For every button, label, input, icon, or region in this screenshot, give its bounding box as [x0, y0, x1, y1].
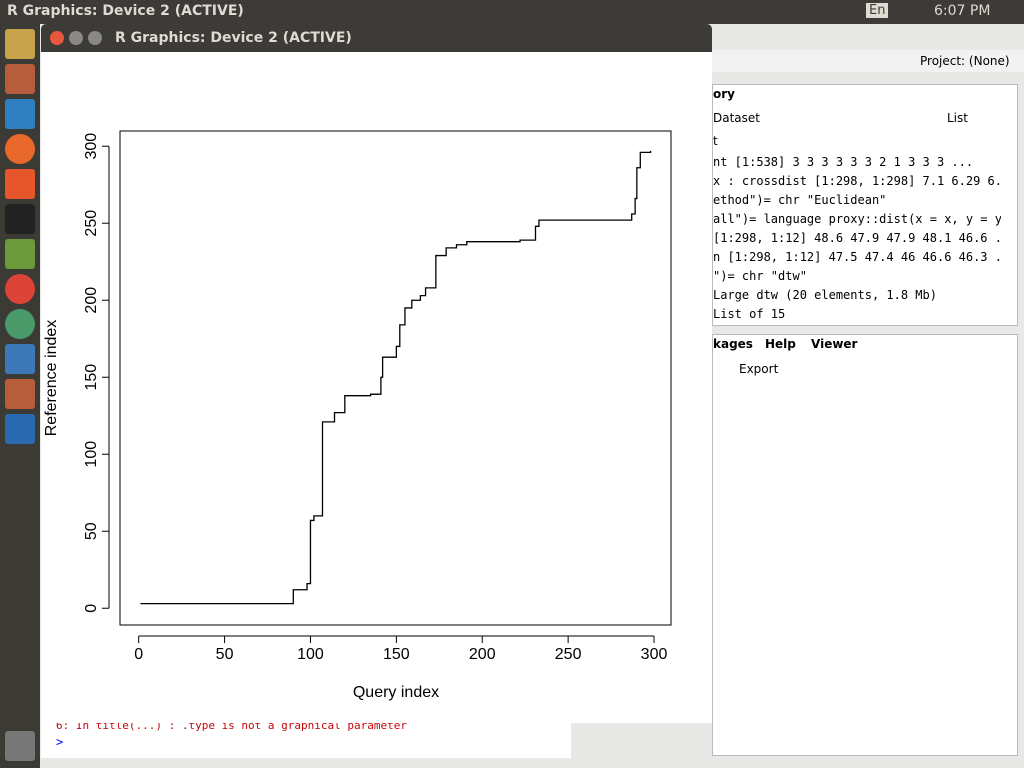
warping-path [140, 150, 652, 605]
launcher-icon[interactable] [5, 239, 35, 269]
launcher-icon[interactable] [5, 274, 35, 304]
plot-box [119, 130, 672, 626]
tab[interactable]: ory [713, 87, 735, 101]
launcher-icon[interactable] [5, 204, 35, 234]
window-title: R Graphics: Device 2 (ACTIVE) [115, 30, 352, 46]
launcher-icon[interactable] [5, 414, 35, 444]
launcher-icon[interactable] [5, 309, 35, 339]
x-tick-label: 100 [297, 646, 324, 663]
launcher-icon[interactable] [5, 379, 35, 409]
maximize-button[interactable] [88, 31, 102, 45]
y-tick-label: 0 [83, 604, 100, 613]
env-line: Large dtw (20 elements, 1.8 Mb) [713, 288, 937, 302]
x-tick-label: 150 [383, 646, 410, 663]
console: 6: In title(...) : .type is not a graphi… [41, 716, 571, 758]
window-titlebar: R Graphics: Device 2 (ACTIVE) [41, 24, 712, 52]
env-line: all")= language proxy::dist(x = x, y = y… [713, 212, 1001, 226]
env-pane: ory Dataset List t nt [1:538] 3 3 3 3 3 … [712, 84, 1018, 326]
tab[interactable]: Help [765, 337, 796, 351]
env-line: ")= chr "dtw" [713, 269, 807, 283]
trash-icon[interactable] [5, 731, 35, 761]
plot: Query index Reference index 0 50 100 150 200… [41, 52, 712, 723]
y-tick-label: 50 [83, 522, 100, 540]
x-tick-label: 50 [216, 646, 234, 663]
launcher-icon[interactable] [5, 64, 35, 94]
tab[interactable]: Viewer [811, 337, 858, 351]
x-axis-label: Query index [353, 684, 439, 701]
dataset[interactable]: Dataset [713, 111, 760, 125]
scope[interactable]: t [713, 134, 718, 148]
env-list: nt [1:538] 3 3 3 3 3 3 2 1 3 3 3 ... x : … [713, 153, 1001, 324]
y-tick-label: 300 [83, 133, 100, 160]
launcher-icon[interactable] [5, 169, 35, 199]
top-title: R Graphics: Device 2 (ACTIVE) [7, 3, 244, 19]
y-tick-label: 150 [83, 364, 100, 391]
env-line: [1:298, 1:12] 48.6 47.9 47.9 48.1 46.6 .… [713, 231, 1001, 245]
close-button[interactable] [50, 31, 64, 45]
launcher-icon[interactable] [5, 29, 35, 59]
y-axis-label: Reference index [43, 320, 60, 437]
x-tick-label: 250 [555, 646, 582, 663]
console-prompt[interactable]: > [56, 735, 64, 749]
env-line: List of 15 [713, 307, 786, 321]
tab[interactable]: kages [713, 337, 753, 351]
env-line: nt [1:538] 3 3 3 3 3 3 2 1 3 3 3 ... [713, 155, 974, 169]
list[interactable]: List [947, 111, 968, 125]
x-tick-label: 0 [134, 646, 143, 663]
launcher-icon[interactable] [5, 344, 35, 374]
export[interactable]: Export [739, 362, 779, 376]
minimize-button[interactable] [69, 31, 83, 45]
project[interactable]: Project: (None) [920, 54, 1010, 68]
y-tick-label: 200 [83, 287, 100, 314]
clock[interactable]: 6:07 PM [934, 3, 991, 19]
env-line: ethod")= chr "Euclidean" [713, 193, 887, 207]
rstudio-toolbar: Project: (None) [712, 50, 1024, 72]
x-tick-label: 300 [641, 646, 668, 663]
y-tick-label: 100 [83, 441, 100, 468]
x-tick-label: 200 [469, 646, 496, 663]
launcher [0, 24, 40, 768]
env-line: n [1:298, 1:12] 47.5 47.4 46 46.6 46.3 .… [713, 250, 1001, 264]
env-line: x : crossdist [1:298, 1:298] 7.1 6.29 6.… [713, 174, 1001, 188]
launcher-icon[interactable] [5, 134, 35, 164]
files-pane: kages Help Viewer Export [712, 334, 1018, 756]
y-tick-label: 250 [83, 210, 100, 237]
lang[interactable]: En [866, 3, 889, 18]
top-bar: R Graphics: Device 2 (ACTIVE) En 6:07 PM [0, 0, 1024, 24]
launcher-icon[interactable] [5, 99, 35, 129]
